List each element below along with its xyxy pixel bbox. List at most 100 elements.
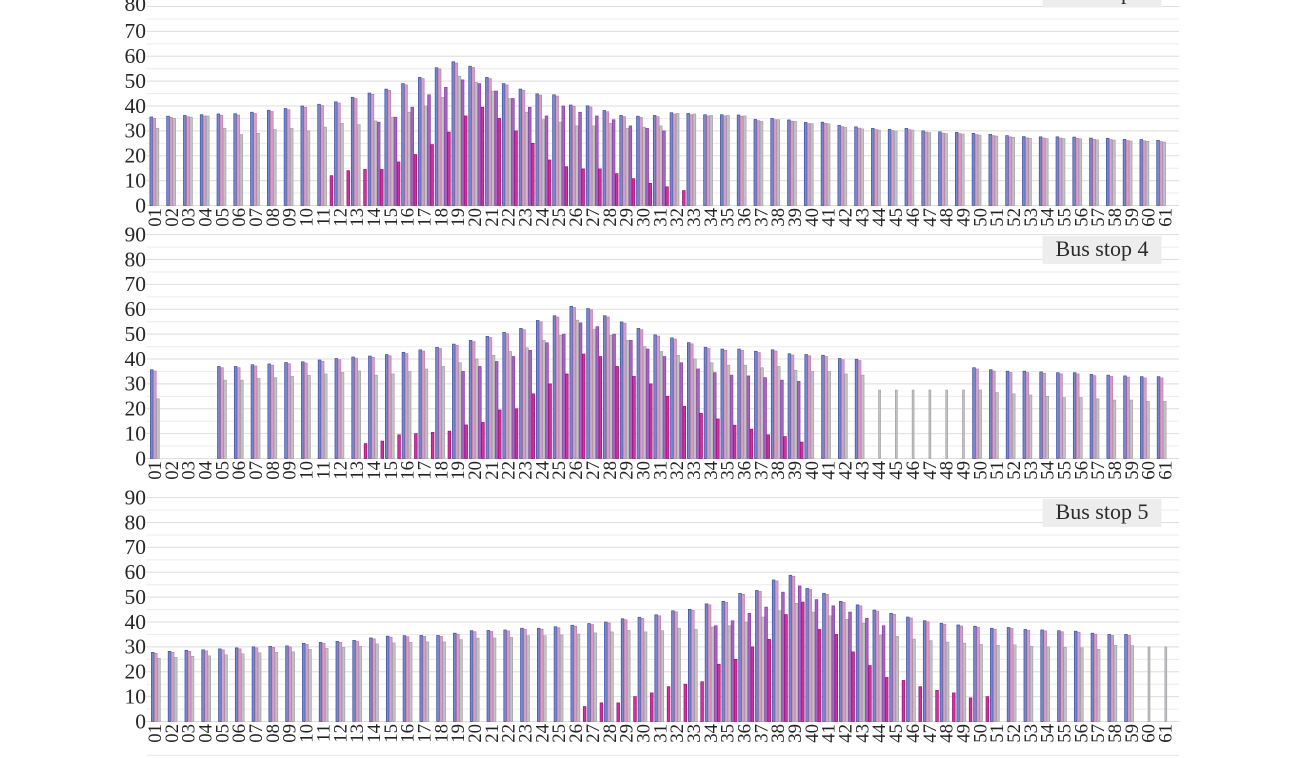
svg-text:08: 08: [263, 461, 284, 480]
svg-text:44: 44: [869, 460, 890, 479]
svg-text:0: 0: [135, 709, 146, 733]
svg-text:22: 22: [499, 724, 520, 743]
svg-text:05: 05: [212, 724, 233, 743]
svg-text:23: 23: [516, 208, 537, 227]
svg-text:24: 24: [532, 723, 553, 742]
svg-text:02: 02: [162, 208, 183, 227]
svg-text:42: 42: [836, 461, 857, 480]
svg-text:70: 70: [125, 272, 147, 296]
svg-text:Bus stop 3: Bus stop 3: [1056, 0, 1149, 4]
svg-text:30: 30: [125, 119, 147, 143]
svg-text:11: 11: [313, 461, 334, 479]
svg-text:36: 36: [735, 724, 756, 743]
svg-text:20: 20: [125, 660, 147, 684]
svg-text:30: 30: [125, 372, 147, 396]
svg-text:Bus stop 5: Bus stop 5: [1056, 499, 1149, 524]
svg-text:50: 50: [970, 461, 991, 480]
svg-text:13: 13: [347, 724, 368, 743]
svg-text:33: 33: [684, 208, 705, 227]
svg-text:43: 43: [852, 461, 873, 480]
svg-text:07: 07: [246, 461, 267, 480]
svg-text:04: 04: [196, 207, 217, 226]
svg-text:14: 14: [364, 460, 385, 479]
svg-text:43: 43: [852, 208, 873, 227]
svg-text:60: 60: [1139, 724, 1160, 743]
svg-text:44: 44: [869, 207, 890, 226]
svg-text:50: 50: [125, 69, 147, 93]
svg-text:36: 36: [735, 208, 756, 227]
svg-text:29: 29: [617, 724, 638, 743]
svg-text:33: 33: [684, 724, 705, 743]
svg-text:10: 10: [125, 684, 147, 708]
svg-text:58: 58: [1105, 724, 1126, 743]
svg-text:21: 21: [482, 208, 503, 227]
svg-text:26: 26: [566, 208, 587, 227]
svg-text:01: 01: [145, 208, 166, 227]
svg-text:55: 55: [1055, 208, 1076, 227]
svg-text:26: 26: [566, 461, 587, 480]
svg-text:50: 50: [970, 208, 991, 227]
svg-text:57: 57: [1088, 461, 1109, 480]
svg-text:31: 31: [650, 208, 671, 227]
svg-text:45: 45: [886, 724, 907, 743]
svg-text:36: 36: [735, 461, 756, 480]
svg-text:21: 21: [482, 461, 503, 480]
svg-text:54: 54: [1038, 723, 1059, 742]
svg-text:10: 10: [297, 208, 318, 227]
svg-text:46: 46: [903, 724, 924, 743]
svg-text:34: 34: [701, 460, 722, 479]
svg-text:56: 56: [1071, 724, 1092, 743]
svg-text:38: 38: [768, 724, 789, 743]
svg-text:19: 19: [448, 461, 469, 480]
svg-text:15: 15: [381, 208, 402, 227]
svg-text:80: 80: [125, 247, 147, 271]
svg-text:70: 70: [125, 19, 147, 43]
svg-text:52: 52: [1004, 461, 1025, 480]
svg-text:58: 58: [1105, 461, 1126, 480]
svg-text:10: 10: [297, 724, 318, 743]
svg-text:48: 48: [937, 724, 958, 743]
svg-text:39: 39: [785, 208, 806, 227]
svg-text:47: 47: [920, 208, 941, 227]
svg-text:10: 10: [125, 168, 147, 192]
svg-text:80: 80: [125, 0, 147, 16]
svg-text:18: 18: [431, 461, 452, 480]
svg-text:52: 52: [1004, 724, 1025, 743]
svg-text:50: 50: [970, 724, 991, 743]
svg-text:06: 06: [229, 724, 250, 743]
svg-text:90: 90: [125, 486, 147, 510]
svg-text:15: 15: [381, 724, 402, 743]
svg-text:57: 57: [1088, 208, 1109, 227]
svg-text:25: 25: [549, 461, 570, 480]
svg-text:57: 57: [1088, 724, 1109, 743]
svg-text:22: 22: [499, 461, 520, 480]
svg-text:28: 28: [600, 724, 621, 743]
svg-text:59: 59: [1122, 461, 1143, 480]
svg-text:09: 09: [280, 461, 301, 480]
svg-text:56: 56: [1071, 461, 1092, 480]
svg-text:55: 55: [1055, 461, 1076, 480]
svg-text:06: 06: [229, 208, 250, 227]
svg-text:29: 29: [617, 461, 638, 480]
svg-text:51: 51: [987, 724, 1008, 743]
svg-text:44: 44: [869, 723, 890, 742]
svg-text:13: 13: [347, 208, 368, 227]
svg-text:01: 01: [145, 724, 166, 743]
svg-text:39: 39: [785, 461, 806, 480]
svg-text:37: 37: [751, 461, 772, 480]
svg-text:20: 20: [465, 461, 486, 480]
svg-text:20: 20: [125, 397, 147, 421]
svg-text:61: 61: [1156, 461, 1177, 480]
svg-text:20: 20: [465, 208, 486, 227]
svg-text:30: 30: [633, 461, 654, 480]
svg-text:03: 03: [179, 208, 200, 227]
svg-text:35: 35: [718, 461, 739, 480]
svg-text:12: 12: [330, 461, 351, 480]
svg-text:70: 70: [125, 535, 147, 559]
svg-text:11: 11: [313, 208, 334, 226]
svg-text:60: 60: [125, 44, 147, 68]
svg-text:17: 17: [415, 461, 436, 480]
svg-text:07: 07: [246, 724, 267, 743]
svg-text:12: 12: [330, 724, 351, 743]
svg-text:48: 48: [937, 208, 958, 227]
